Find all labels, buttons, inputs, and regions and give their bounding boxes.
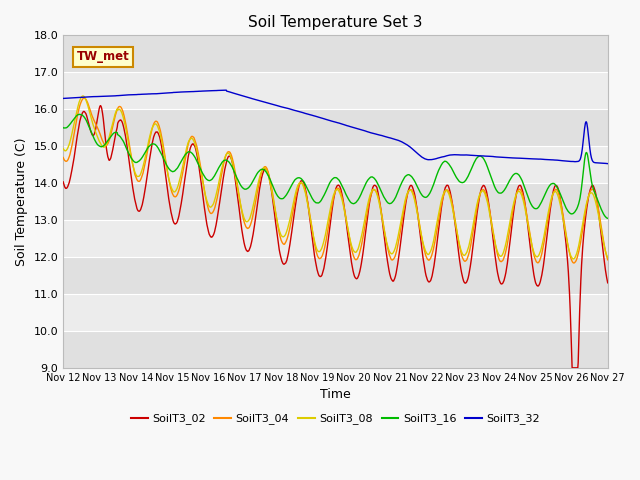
SoilT3_08 <box>420 244 428 250</box>
SoilT3_32 <box>242 94 250 99</box>
SoilT3_16 <box>540 195 547 201</box>
SoilT3_04 <box>492 241 499 247</box>
SoilT3_04 <box>570 260 578 266</box>
SoilT3_32 <box>492 154 499 160</box>
SoilT3_16 <box>180 153 188 158</box>
SoilT3_04 <box>60 155 67 160</box>
SoilT3_04 <box>242 223 250 229</box>
SoilT3_32 <box>180 89 188 95</box>
SoilT3_02 <box>60 179 67 185</box>
Bar <box>63 331 608 368</box>
SoilT3_04 <box>168 188 175 193</box>
SoilT3_02 <box>97 103 104 108</box>
SoilT3_32 <box>420 156 428 161</box>
SoilT3_08 <box>540 237 547 242</box>
Bar <box>63 294 608 331</box>
SoilT3_02 <box>492 255 499 261</box>
SoilT3_32 <box>167 90 175 96</box>
Bar <box>63 36 608 72</box>
SoilT3_16 <box>76 111 83 117</box>
Bar <box>63 146 608 183</box>
SoilT3_04 <box>420 247 428 252</box>
SoilT3_02 <box>540 263 547 269</box>
Title: Soil Temperature Set 3: Soil Temperature Set 3 <box>248 15 422 30</box>
Bar <box>63 183 608 220</box>
SoilT3_04 <box>180 159 188 165</box>
SoilT3_32 <box>540 156 547 162</box>
Bar <box>63 257 608 294</box>
SoilT3_08 <box>492 241 499 247</box>
SoilT3_04 <box>540 243 547 249</box>
SoilT3_02 <box>604 280 612 286</box>
Y-axis label: Soil Temperature (C): Soil Temperature (C) <box>15 137 28 266</box>
SoilT3_32 <box>604 161 612 167</box>
SoilT3_16 <box>60 125 67 131</box>
Line: SoilT3_04: SoilT3_04 <box>63 98 608 263</box>
SoilT3_02 <box>180 178 188 183</box>
SoilT3_02 <box>168 211 175 217</box>
Legend: SoilT3_02, SoilT3_04, SoilT3_08, SoilT3_16, SoilT3_32: SoilT3_02, SoilT3_04, SoilT3_08, SoilT3_… <box>127 409 545 429</box>
Line: SoilT3_16: SoilT3_16 <box>63 114 608 218</box>
SoilT3_08 <box>180 154 188 159</box>
SoilT3_16 <box>168 168 175 174</box>
Bar <box>63 109 608 146</box>
SoilT3_16 <box>604 216 612 221</box>
SoilT3_32 <box>60 96 67 101</box>
SoilT3_16 <box>242 186 250 192</box>
Bar <box>63 220 608 257</box>
SoilT3_02 <box>420 263 428 268</box>
X-axis label: Time: Time <box>320 388 351 401</box>
Line: SoilT3_08: SoilT3_08 <box>63 96 608 259</box>
SoilT3_08 <box>604 255 612 261</box>
SoilT3_02 <box>242 245 250 251</box>
SoilT3_16 <box>420 194 428 200</box>
SoilT3_04 <box>80 96 88 101</box>
SoilT3_08 <box>242 218 250 224</box>
SoilT3_04 <box>604 257 612 263</box>
SoilT3_16 <box>492 185 499 191</box>
SoilT3_08 <box>168 185 175 191</box>
Line: SoilT3_32: SoilT3_32 <box>63 90 608 164</box>
SoilT3_02 <box>568 365 576 371</box>
SoilT3_08 <box>79 93 86 99</box>
Line: SoilT3_02: SoilT3_02 <box>63 106 608 368</box>
SoilT3_08 <box>570 256 577 262</box>
Bar <box>63 72 608 109</box>
SoilT3_08 <box>60 146 67 152</box>
SoilT3_32 <box>220 87 228 93</box>
Text: TW_met: TW_met <box>77 50 129 63</box>
